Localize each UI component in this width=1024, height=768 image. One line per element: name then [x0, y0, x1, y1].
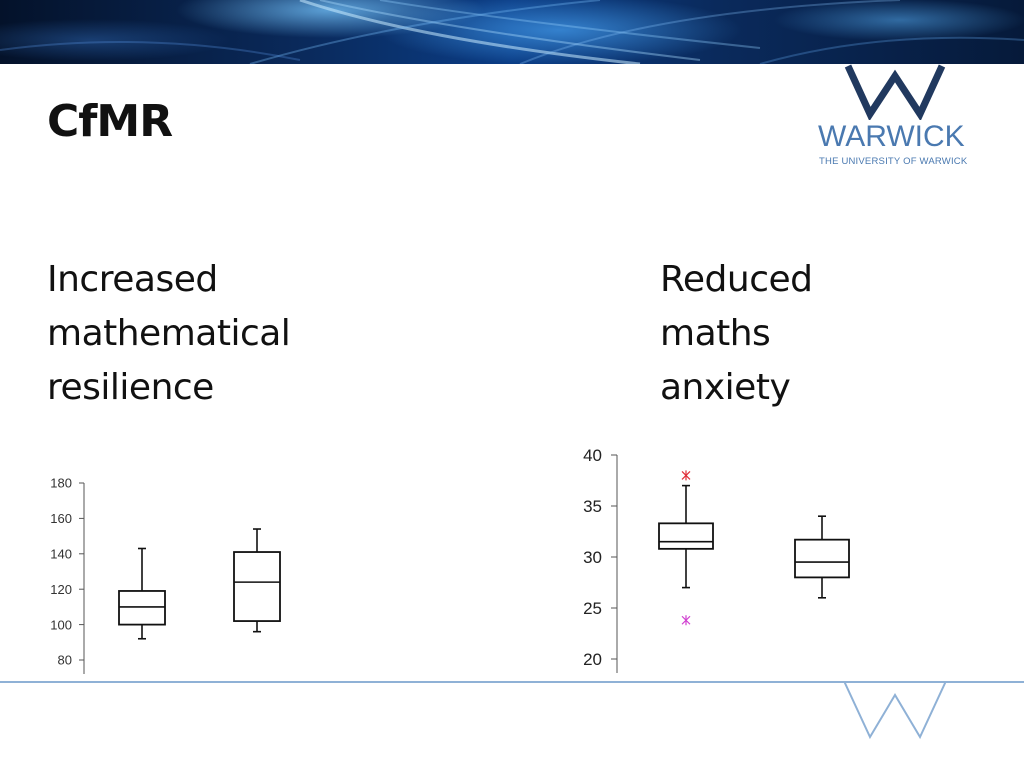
y-tick-label: 120 — [50, 582, 72, 597]
right-heading-line: maths — [660, 313, 771, 354]
outlier-marker — [681, 615, 691, 626]
logo-subtitle: THE UNIVERSITY OF WARWICK — [819, 156, 968, 167]
left-heading-line: resilience — [47, 367, 214, 408]
y-tick-label: 100 — [50, 617, 72, 632]
box-group — [118, 547, 166, 640]
y-tick-label: 25 — [583, 599, 602, 618]
left-heading: Increased mathematical resilience — [47, 253, 291, 415]
header-banner — [0, 0, 1024, 64]
y-tick-label: 30 — [583, 548, 602, 567]
iqr-box — [794, 538, 850, 579]
banner-streaks — [0, 0, 1024, 64]
y-tick-label: 40 — [583, 446, 602, 465]
outlier-marker — [681, 470, 691, 481]
y-tick-label: 140 — [50, 546, 72, 561]
left-heading-line: Increased — [47, 259, 218, 300]
left-heading-line: mathematical — [47, 313, 291, 354]
y-tick-label: 20 — [583, 650, 602, 669]
warwick-w-icon — [844, 64, 946, 120]
iqr-box — [658, 522, 714, 550]
right-heading: Reduced maths anxiety — [660, 253, 813, 415]
y-tick-label: 80 — [58, 653, 72, 668]
slide-title: CfMR — [47, 96, 173, 147]
y-tick-label: 35 — [583, 497, 602, 516]
logo-wordmark: WARWICK — [818, 120, 965, 153]
iqr-box — [118, 590, 166, 626]
right-heading-line: anxiety — [660, 367, 791, 408]
box-group — [233, 528, 281, 633]
box-group — [658, 470, 714, 626]
y-tick-label: 160 — [50, 511, 72, 526]
right-heading-line: Reduced — [660, 259, 813, 300]
y-tick-label: 180 — [50, 476, 72, 491]
footer-w-icon — [843, 681, 947, 740]
footer-rule — [0, 681, 1024, 683]
box-group — [794, 515, 850, 599]
iqr-box — [233, 551, 281, 622]
